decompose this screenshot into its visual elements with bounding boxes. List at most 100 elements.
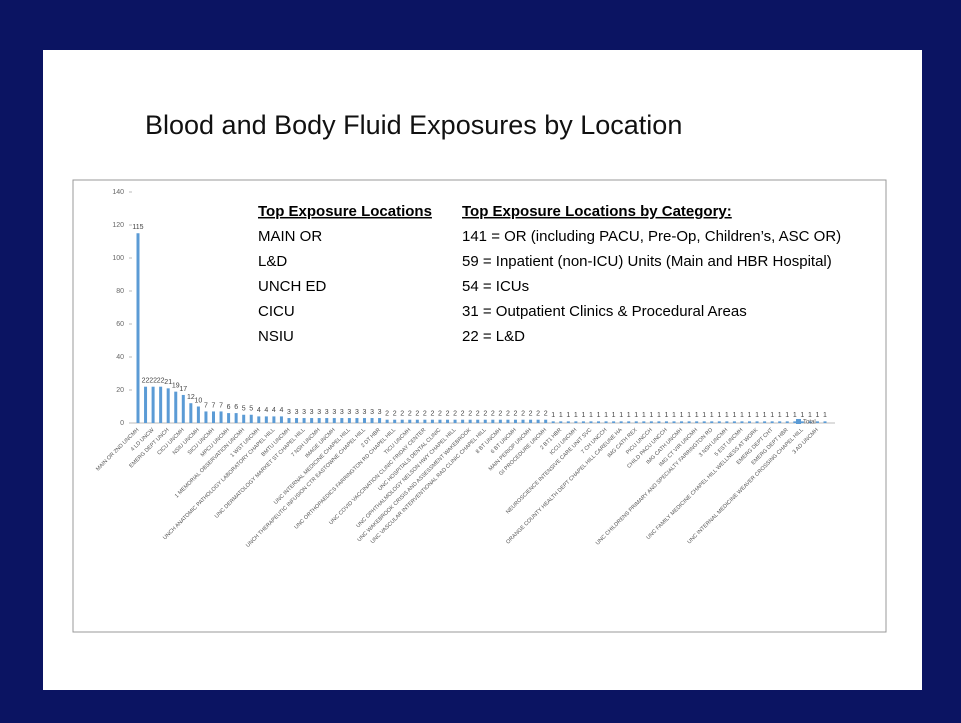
bar: [634, 421, 638, 423]
bar: [378, 418, 382, 423]
value-label: 1: [574, 412, 578, 419]
value-label: 3: [355, 409, 359, 416]
bar: [815, 421, 819, 423]
y-tick-label: 100: [112, 255, 124, 262]
bar: [415, 419, 419, 423]
bar: [672, 421, 676, 423]
category-item: 59 = Inpatient (non-ICU) Units (Main and…: [462, 253, 832, 270]
bar: [710, 421, 714, 423]
bar: [536, 419, 540, 423]
bar: [680, 421, 684, 423]
bar: [242, 414, 246, 423]
bar: [166, 388, 170, 423]
bar: [211, 411, 215, 423]
value-label: 12: [187, 394, 195, 401]
value-label: 2: [506, 411, 510, 418]
bar: [468, 419, 472, 423]
bar: [385, 419, 389, 423]
bar: [785, 421, 789, 423]
bar: [438, 419, 442, 423]
value-label: 2: [476, 411, 480, 418]
value-label: 1: [680, 412, 684, 419]
value-label: 1: [717, 412, 721, 419]
value-label: 1: [778, 412, 782, 419]
value-label: 1: [665, 412, 669, 419]
value-label: 2: [393, 411, 397, 418]
location-item: UNCH ED: [258, 278, 327, 295]
value-label: 1: [649, 412, 653, 419]
value-label: 1: [604, 412, 608, 419]
value-label: 4: [272, 407, 276, 414]
value-label: 1: [597, 412, 601, 419]
value-label: 3: [378, 409, 382, 416]
bar: [287, 418, 291, 423]
bar: [491, 419, 495, 423]
bar: [597, 421, 601, 423]
value-label: 2: [544, 411, 548, 418]
chart-box: [72, 179, 887, 633]
bar: [476, 419, 480, 423]
bar: [498, 419, 502, 423]
bar: [559, 421, 563, 423]
bar: [612, 421, 616, 423]
y-tick-label: 20: [116, 387, 124, 394]
value-label: 3: [325, 409, 329, 416]
value-label: 1: [566, 412, 570, 419]
value-label: 3: [295, 409, 299, 416]
value-label: 1: [740, 412, 744, 419]
bar: [408, 419, 412, 423]
bar: [702, 421, 706, 423]
value-label: 1: [634, 412, 638, 419]
value-label: 3: [302, 409, 306, 416]
value-label: 1: [581, 412, 585, 419]
value-label: 2: [408, 411, 412, 418]
bar: [551, 421, 555, 423]
y-tick-label: 60: [116, 321, 124, 328]
bar: [295, 418, 299, 423]
bar: [755, 421, 759, 423]
value-label: 2: [415, 411, 419, 418]
value-label: 2: [446, 411, 450, 418]
location-item: L&D: [258, 253, 287, 270]
value-label: 2: [536, 411, 540, 418]
bar: [272, 416, 276, 423]
value-label: 1: [642, 412, 646, 419]
bar: [264, 416, 268, 423]
value-label: 3: [287, 409, 291, 416]
value-label: 2: [430, 411, 434, 418]
value-label: 2: [514, 411, 518, 418]
categories-heading: Top Exposure Locations by Category:: [462, 203, 732, 220]
value-label: 2: [400, 411, 404, 418]
bar: [808, 421, 812, 423]
bar: [627, 421, 631, 423]
bar: [544, 419, 548, 423]
value-label: 1: [793, 412, 797, 419]
value-label: 2: [453, 411, 457, 418]
bar: [513, 419, 517, 423]
value-label: 5: [242, 406, 246, 413]
bar: [257, 416, 261, 423]
y-tick-label: 120: [112, 222, 124, 229]
value-label: 2: [385, 411, 389, 418]
value-label: 7: [219, 402, 223, 409]
value-label: 1: [619, 412, 623, 419]
value-label: 1: [755, 412, 759, 419]
location-item: CICU: [258, 303, 295, 320]
bar: [574, 421, 578, 423]
value-label: 22: [142, 378, 150, 385]
value-label: 1: [672, 412, 676, 419]
value-label: 2: [461, 411, 465, 418]
bar: [800, 421, 804, 423]
bar: [687, 421, 691, 423]
value-label: 7: [212, 402, 216, 409]
value-label: 22: [149, 378, 157, 385]
bar: [446, 419, 450, 423]
y-tick-label: 140: [112, 189, 124, 196]
bar: [748, 421, 752, 423]
category-item: 31 = Outpatient Clinics & Procedural Are…: [462, 303, 747, 320]
bar: [355, 418, 359, 423]
value-label: 2: [529, 411, 533, 418]
bar: [151, 386, 155, 423]
bar: [317, 418, 321, 423]
value-label: 21: [164, 379, 172, 386]
